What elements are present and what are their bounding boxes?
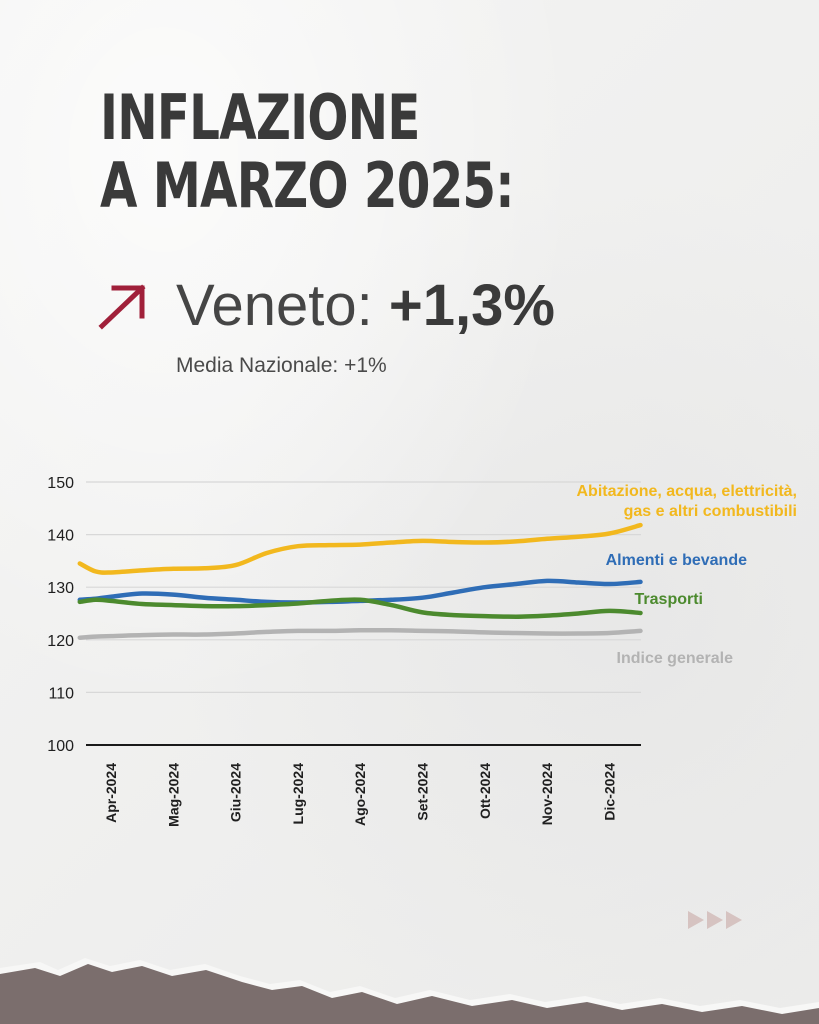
y-tick-label: 120 (47, 633, 74, 650)
headline-value: +1,3% (388, 273, 555, 338)
x-tick-label: Lug-2024 (290, 763, 306, 825)
x-tick-label: Mag-2024 (165, 763, 181, 827)
series-label: Indice generale (617, 650, 734, 667)
headline-region: Veneto: (176, 273, 373, 338)
y-tick-label: 150 (47, 475, 74, 492)
page-title: INFLAZIONE A MARZO 2025: (100, 81, 515, 222)
title-line-2: A MARZO 2025: (100, 149, 515, 222)
series-label: gas e altri combustibili (624, 503, 797, 520)
x-tick-label: Set-2024 (415, 763, 431, 821)
x-tick-label: Nov-2024 (539, 763, 555, 825)
series-label: Abitazione, acqua, elettricità, (577, 483, 798, 500)
y-tick-label: 110 (48, 685, 74, 702)
series-line (77, 522, 643, 575)
x-tick-label: Giu-2024 (228, 763, 244, 822)
title-line-1: INFLAZIONE (100, 81, 420, 154)
y-tick-label: 130 (47, 580, 74, 597)
x-tick-label: Dic-2024 (601, 763, 617, 821)
series-line (77, 597, 643, 619)
headline: Veneto: +1,3% (176, 272, 555, 339)
x-tick-label: Apr-2024 (103, 763, 119, 823)
y-tick-label: 100 (47, 738, 74, 755)
torn-paper-edge (0, 958, 819, 1024)
series-line (77, 627, 643, 640)
x-tick-label: Ago-2024 (352, 763, 368, 826)
series-label: Trasporti (635, 591, 703, 608)
series-label: Almenti e bevande (606, 552, 747, 569)
y-tick-label: 140 (47, 528, 74, 545)
inflation-line-chart: 100 110 120 130 140 150 Apr-2024 Mag-2024 Giu-20… (47, 475, 798, 827)
national-average: Media Nazionale: +1% (176, 354, 387, 377)
x-tick-label: Ott-2024 (477, 763, 493, 819)
triple-chevron-right-icon (688, 911, 742, 929)
arrow-up-right-icon (98, 284, 146, 330)
